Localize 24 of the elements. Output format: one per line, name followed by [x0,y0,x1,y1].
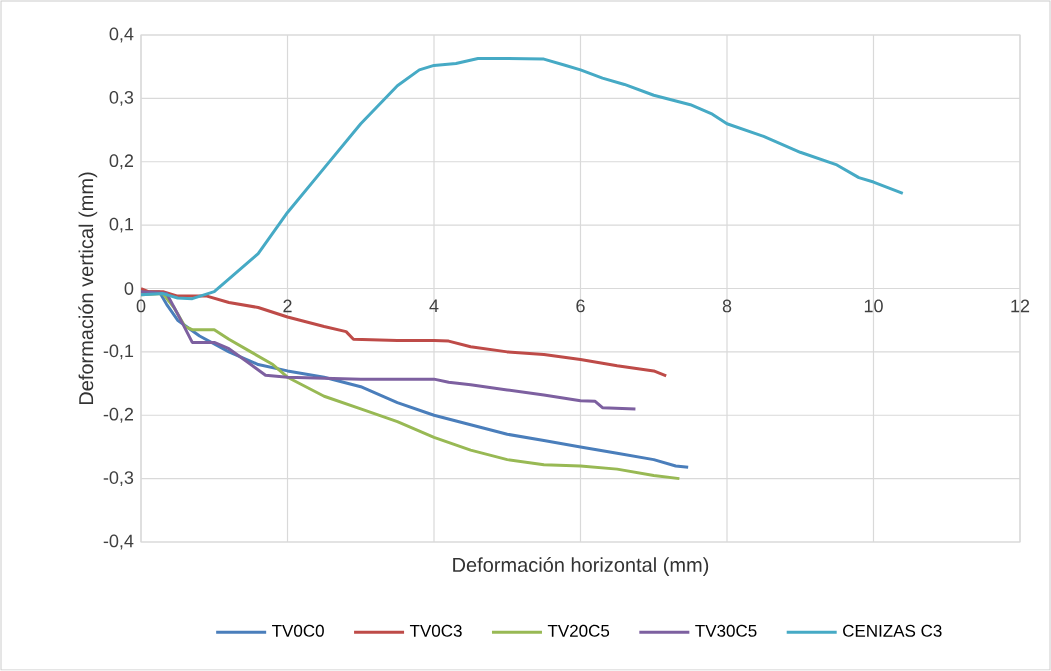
y-tick-label: -0,3 [103,471,134,487]
y-tick-label: 0,2 [109,154,134,170]
x-tick-label: 6 [576,299,585,313]
x-tick-label: 12 [1011,299,1030,313]
x-tick-label: 4 [429,299,439,312]
y-tick-label: -0,1 [103,344,134,360]
y-tick-label: 0,1 [109,217,134,233]
y-tick-label: 0 [124,282,134,295]
y-tick-label: -0,4 [103,534,134,550]
y-axis-title: Deformación vertical (mm) [78,172,98,405]
x-tick-label: 2 [283,299,292,313]
x-tick-label: 8 [722,299,732,313]
x-tick-label: 0 [136,299,146,313]
legend-label: TV20C5 [547,624,610,637]
legend-label: TV0C3 [409,624,462,637]
y-tick-label: 0,4 [109,27,134,43]
x-tick-label: 10 [864,299,883,313]
legend-label: TV0C0 [272,624,324,637]
y-tick-label: -0,2 [103,407,134,423]
legend-label: TV30C5 [695,624,757,637]
line-series [141,56,905,301]
legend-label: CENIZAS C3 [843,624,942,637]
y-tick-label: 0,3 [109,90,134,106]
x-axis-title: Deformación horizontal (mm) [453,557,709,576]
